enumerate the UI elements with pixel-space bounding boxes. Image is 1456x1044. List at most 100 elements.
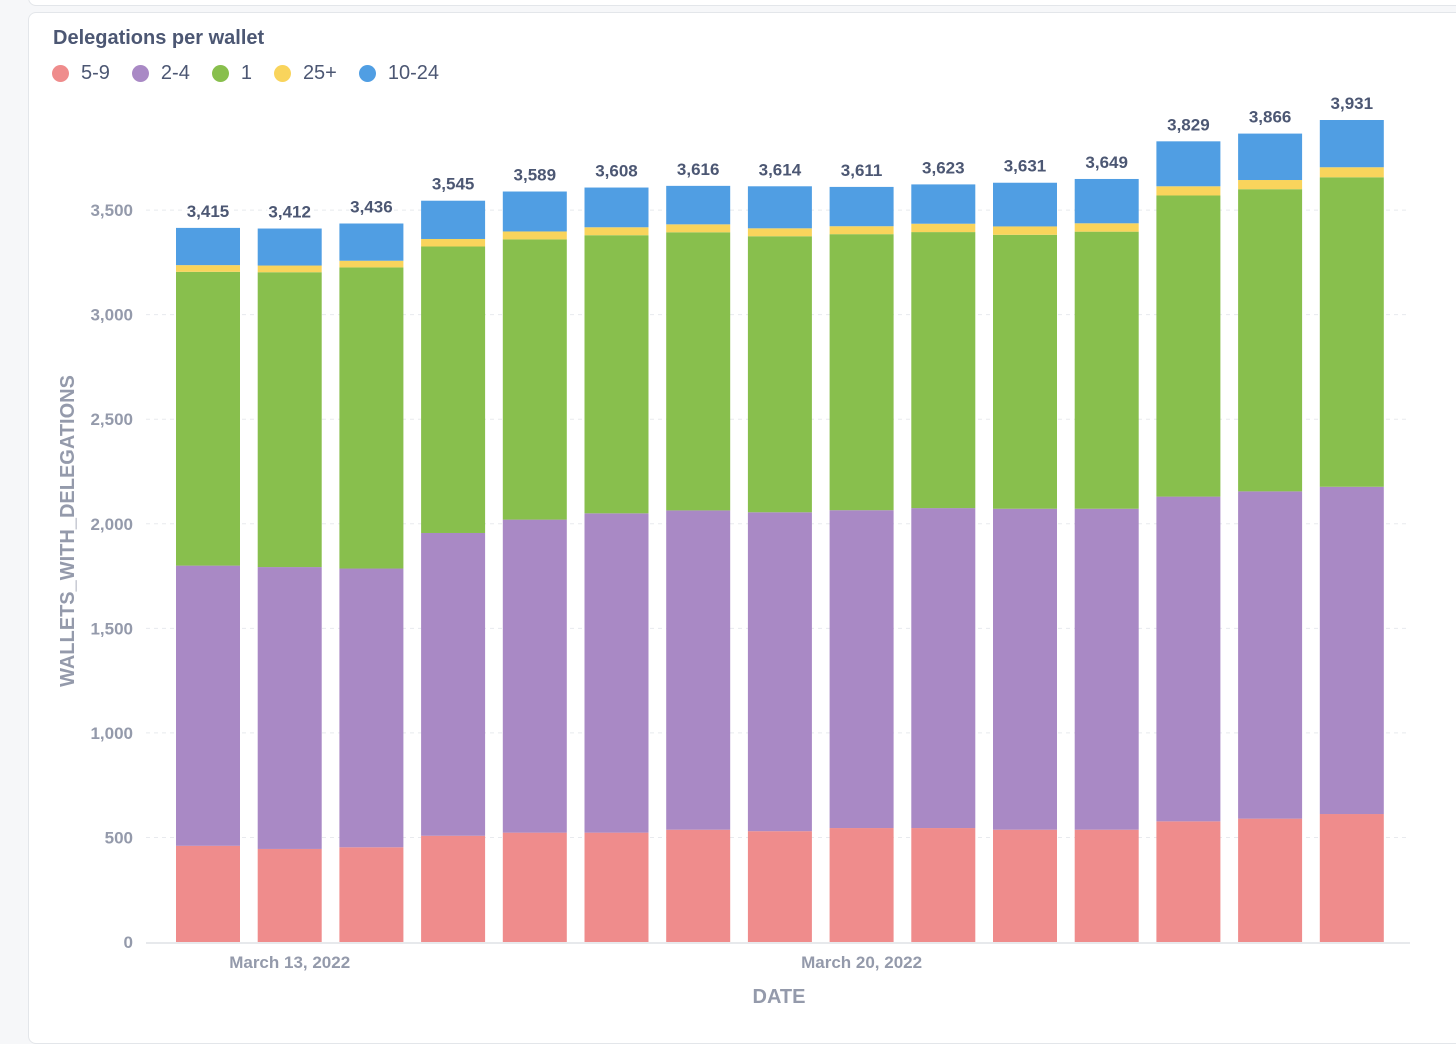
bar-segment-25+	[993, 226, 1057, 235]
bar-segment-10-24	[257, 228, 322, 266]
bar-segment-1	[502, 239, 567, 520]
bar-segment-1	[421, 246, 486, 533]
bar-segment-1	[1156, 195, 1221, 497]
legend-label: 5-9	[81, 62, 110, 84]
bar-segment-1	[666, 232, 731, 511]
bar-segment-5-9	[829, 828, 894, 942]
legend-swatch	[273, 65, 291, 82]
bar-total-label: 3,589	[514, 166, 557, 185]
y-tick-label: 3,000	[90, 306, 133, 325]
legend-item-5-9[interactable]: 5-9	[52, 62, 110, 85]
bar-segment-5-9	[339, 847, 404, 942]
y-tick-label: 3,500	[90, 201, 133, 220]
bar-total-label: 3,436	[350, 198, 393, 217]
bar-segment-2-4	[1238, 491, 1303, 819]
bar-segment-25+	[1074, 223, 1139, 232]
bar-segment-1	[257, 272, 322, 568]
bar-segment-25+	[1319, 167, 1384, 178]
bar-segment-25+	[911, 223, 976, 233]
bar-segment-1	[911, 232, 976, 509]
bar-segment-10-24	[421, 200, 486, 239]
bar-segment-10-24	[1156, 141, 1221, 187]
bar-segment-25+	[257, 265, 322, 273]
legend-item-10-24[interactable]: 10-24	[358, 62, 439, 85]
bar-segment-10-24	[1074, 178, 1139, 224]
bar-segment-5-9	[421, 835, 486, 942]
legend-item-2-4[interactable]: 2-4	[131, 62, 190, 85]
bar-segment-25+	[829, 226, 894, 235]
bar-segment-25+	[339, 260, 404, 268]
bar-segment-1	[829, 234, 894, 511]
bar-segment-1	[1074, 231, 1139, 509]
bar-total-label: 3,412	[268, 203, 311, 222]
bar-segment-5-9	[911, 828, 976, 942]
bar-segment-5-9	[584, 832, 649, 942]
y-tick-label: 2,500	[90, 410, 133, 429]
bar-total-label: 3,616	[677, 160, 720, 179]
bar-segment-2-4	[421, 532, 486, 836]
bar-segment-5-9	[1074, 829, 1139, 942]
bar-segment-2-4	[1074, 508, 1139, 830]
bar-total-label: 3,631	[1004, 157, 1047, 176]
bar-segment-2-4	[911, 508, 976, 829]
y-tick-label: 1,500	[90, 619, 133, 638]
legend-label: 2-4	[160, 62, 190, 84]
bar-segment-5-9	[1319, 814, 1384, 942]
bar-segment-2-4	[339, 568, 404, 848]
bar-total-label: 3,611	[841, 161, 883, 180]
bar-segment-1	[1319, 177, 1384, 487]
bar-segment-25+	[421, 238, 486, 247]
bar-segment-2-4	[829, 510, 894, 829]
y-tick-label: 0	[124, 933, 133, 952]
bar-segment-10-24	[993, 182, 1057, 227]
legend-label: 1	[240, 62, 252, 84]
bar-segment-25+	[666, 224, 731, 233]
legend-swatch	[211, 65, 229, 82]
x-tick-label: March 20, 2022	[801, 953, 922, 972]
legend-label: 25+	[302, 62, 337, 84]
bar-segment-10-24	[339, 223, 404, 261]
bar-segment-2-4	[747, 512, 812, 832]
bar-segment-10-24	[1319, 120, 1384, 168]
bar-total-label: 3,649	[1085, 153, 1128, 172]
bar-segment-5-9	[502, 832, 567, 942]
legend: 5-9 2-4 1 25+ 10-24	[52, 62, 461, 85]
bar-segment-2-4	[1156, 496, 1221, 822]
bar-total-label: 3,866	[1249, 108, 1292, 127]
y-tick-label: 2,000	[90, 515, 133, 534]
x-tick-label: March 13, 2022	[229, 953, 350, 972]
bar-segment-2-4	[666, 510, 731, 830]
bar-segment-5-9	[257, 848, 322, 942]
legend-item-1[interactable]: 1	[211, 62, 252, 85]
bar-segment-10-24	[176, 227, 240, 266]
bar-segment-25+	[1156, 186, 1221, 196]
bar-segment-25+	[176, 265, 240, 272]
bar-total-label: 3,608	[595, 162, 638, 181]
bar-segment-1	[584, 235, 649, 514]
bar-total-label: 3,545	[432, 175, 475, 194]
bar-segment-5-9	[747, 831, 812, 942]
legend-swatch	[52, 65, 69, 82]
bar-segment-2-4	[502, 519, 567, 833]
bar-total-label: 3,415	[187, 202, 230, 221]
bar-segment-10-24	[829, 186, 894, 227]
chart-title: Delegations per wallet	[53, 27, 265, 49]
legend-swatch	[131, 65, 149, 82]
bar-total-label: 3,614	[759, 160, 802, 179]
bar-segment-2-4	[257, 567, 322, 849]
bar-segment-2-4	[584, 513, 649, 833]
bar-segment-10-24	[584, 187, 649, 228]
legend-item-25+[interactable]: 25+	[273, 62, 337, 85]
bar-segment-1	[339, 267, 404, 569]
bar-segment-5-9	[993, 829, 1057, 942]
bar-segment-2-4	[1319, 486, 1384, 815]
bar-segment-25+	[1238, 180, 1303, 190]
y-tick-label: 1,000	[90, 724, 133, 743]
bar-segment-10-24	[1238, 133, 1303, 181]
bar-segment-5-9	[176, 845, 240, 942]
bar-segment-2-4	[993, 508, 1057, 830]
bar-segment-2-4	[176, 565, 240, 846]
bar-segment-1	[176, 271, 240, 566]
bar-total-label: 3,829	[1167, 115, 1210, 134]
